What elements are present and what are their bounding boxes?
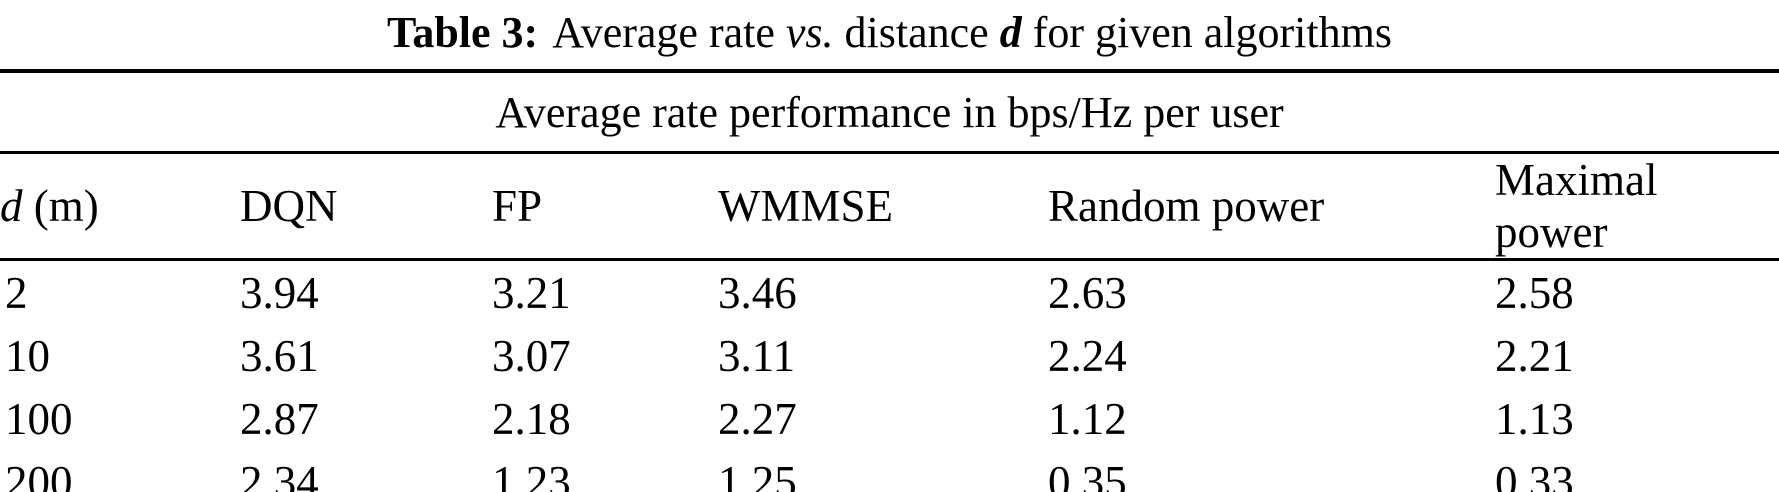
cell-maximal-power: 2.21 (1495, 330, 1574, 381)
d-symbol: d (0, 181, 23, 231)
caption-text-part2: distance (844, 8, 989, 57)
table-row-d10: 10 3.61 3.07 3.11 2.24 2.21 (0, 324, 1779, 387)
table-caption: Table 3: Average rate vs. distance d for … (0, 0, 1779, 69)
cell-dqn: 2.87 (240, 393, 319, 444)
cell-random-power: 2.24 (1048, 330, 1127, 381)
cell-fp: 2.18 (492, 393, 571, 444)
cell-random-power: 2.63 (1048, 267, 1127, 318)
caption-vs: vs. (785, 8, 834, 57)
cell-wmmse: 3.46 (718, 267, 797, 318)
cell-d: 100 (5, 393, 73, 444)
caption-text-part1: Average rate (552, 8, 775, 57)
cell-d: 10 (5, 330, 50, 381)
column-header-wmmse: WMMSE (718, 152, 1048, 261)
cell-dqn: 3.61 (240, 330, 319, 381)
column-header-fp: FP (492, 152, 718, 261)
cell-dqn: 3.94 (240, 267, 319, 318)
table-row-d100: 100 2.87 2.18 2.27 1.12 1.13 (0, 387, 1779, 450)
cell-d: 200 (0, 450, 240, 492)
column-header-row: d (m) DQN FP WMMSE Random power Maximal … (0, 152, 1779, 261)
d-unit: (m) (33, 181, 99, 231)
cell-maximal-power: 2.58 (1495, 267, 1574, 318)
spanning-header: Average rate performance in bps/Hz per u… (0, 69, 1779, 154)
cell-fp: 3.07 (492, 330, 571, 381)
spanning-header-row: Average rate performance in bps/Hz per u… (0, 69, 1779, 154)
cell-wmmse: 3.11 (718, 330, 796, 381)
cell-random-power: 0.35 (1048, 450, 1495, 492)
cell-maximal-power: 0.33 (1495, 450, 1779, 492)
cell-dqn: 2.34 (240, 450, 492, 492)
cell-wmmse: 1.25 (718, 450, 1048, 492)
caption-text-part3: for given algorithms (1032, 8, 1392, 57)
cell-maximal-power: 1.13 (1495, 393, 1574, 444)
cell-wmmse: 2.27 (718, 393, 797, 444)
column-header-maximal-power: Maximal power (1495, 152, 1779, 261)
column-header-random-power: Random power (1048, 152, 1495, 261)
results-table: Average rate performance in bps/Hz per u… (0, 69, 1779, 492)
cell-fp: 3.21 (492, 267, 571, 318)
caption-label: Table 3: (387, 8, 539, 57)
cell-d: 2 (5, 267, 28, 318)
cell-fp: 1.23 (492, 450, 718, 492)
cell-random-power: 1.12 (1048, 393, 1127, 444)
caption-d-symbol: d (999, 8, 1022, 57)
table-row-d200: 200 2.34 1.23 1.25 0.35 0.33 (0, 450, 1779, 492)
column-header-dqn: DQN (240, 152, 492, 261)
table-row-d2: 2 3.94 3.21 3.46 2.63 2.58 (0, 260, 1779, 325)
column-header-d: d (m) (0, 152, 240, 261)
